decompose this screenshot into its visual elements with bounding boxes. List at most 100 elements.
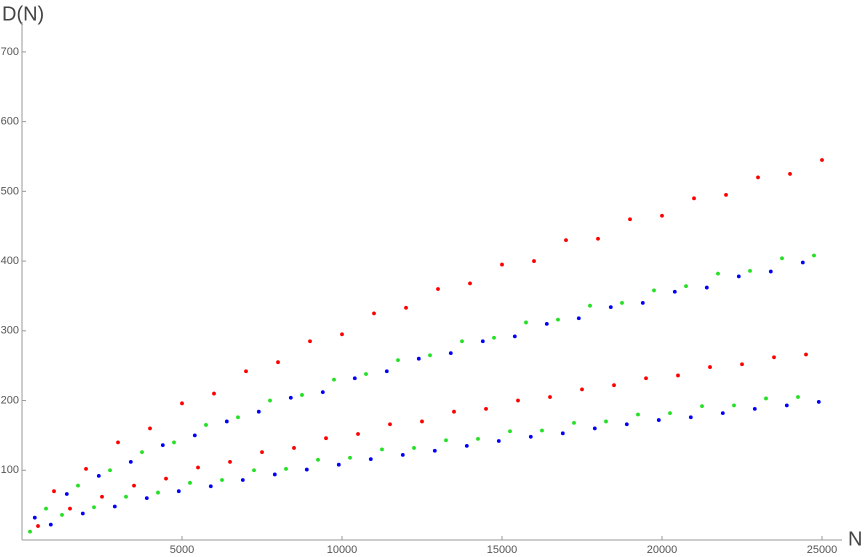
point	[784, 403, 789, 408]
point	[372, 311, 376, 316]
point	[180, 401, 184, 406]
point	[228, 460, 232, 464]
point	[76, 483, 80, 488]
point	[624, 422, 629, 427]
point	[704, 285, 709, 290]
point	[732, 403, 736, 408]
point	[708, 365, 712, 369]
y-tick-label: 300	[1, 325, 19, 337]
point	[688, 415, 693, 420]
point	[724, 192, 728, 197]
point	[220, 478, 224, 482]
point	[44, 506, 48, 511]
point	[368, 457, 373, 462]
point	[304, 467, 309, 472]
point	[660, 213, 664, 218]
point	[100, 494, 104, 499]
point	[668, 411, 672, 415]
point	[804, 352, 808, 357]
point	[412, 446, 416, 450]
point	[580, 387, 584, 392]
x-tick-label: 15000	[487, 544, 518, 556]
point	[508, 429, 512, 434]
point	[252, 468, 256, 473]
point	[636, 412, 640, 417]
point	[640, 301, 645, 305]
point	[592, 426, 597, 431]
point	[92, 505, 96, 510]
point	[820, 158, 824, 162]
point	[128, 460, 133, 464]
point	[84, 466, 88, 471]
point	[464, 443, 469, 448]
point	[332, 377, 336, 382]
point	[628, 217, 632, 222]
point	[160, 443, 165, 448]
point	[320, 390, 325, 395]
point	[644, 376, 648, 381]
point	[192, 433, 197, 438]
point	[448, 351, 453, 356]
point	[788, 172, 792, 176]
point	[380, 447, 384, 452]
point	[740, 362, 744, 367]
point	[588, 303, 592, 308]
point	[416, 356, 421, 361]
point	[164, 476, 168, 481]
point	[208, 484, 213, 489]
point	[452, 409, 456, 414]
point	[156, 490, 160, 495]
point	[480, 339, 485, 344]
point	[292, 446, 296, 450]
point	[816, 400, 821, 404]
point	[404, 305, 408, 310]
point	[288, 395, 293, 400]
y-tick-label: 100	[1, 464, 19, 476]
point	[716, 271, 720, 276]
point	[484, 407, 488, 411]
point	[444, 438, 448, 443]
point	[348, 455, 352, 460]
point	[60, 512, 64, 517]
point	[64, 492, 69, 496]
point	[652, 288, 656, 293]
y-tick-label: 400	[1, 255, 19, 267]
point	[276, 360, 280, 365]
point	[400, 453, 405, 457]
point	[112, 504, 117, 509]
point	[420, 419, 424, 424]
point	[132, 483, 136, 488]
point	[436, 287, 440, 291]
point	[144, 496, 149, 501]
point	[492, 335, 496, 340]
point	[496, 439, 501, 443]
point	[48, 522, 53, 527]
point	[796, 395, 800, 399]
point	[256, 409, 261, 414]
point	[736, 274, 741, 279]
point	[316, 457, 320, 462]
point	[720, 411, 725, 415]
point	[540, 428, 544, 433]
point	[308, 339, 312, 344]
point	[32, 515, 37, 520]
point	[108, 468, 112, 473]
point	[148, 426, 152, 431]
point	[352, 376, 357, 381]
point	[172, 440, 176, 445]
point	[684, 284, 688, 289]
point	[516, 398, 520, 403]
x-tick-label: 5000	[170, 544, 194, 556]
point	[748, 268, 752, 273]
point	[800, 260, 805, 265]
point	[268, 398, 272, 403]
point	[512, 334, 517, 339]
point	[260, 450, 264, 455]
point	[812, 253, 816, 258]
point	[28, 529, 32, 534]
point	[560, 431, 565, 436]
y-tick-label: 700	[1, 46, 19, 58]
point	[364, 372, 368, 376]
point	[476, 436, 480, 441]
